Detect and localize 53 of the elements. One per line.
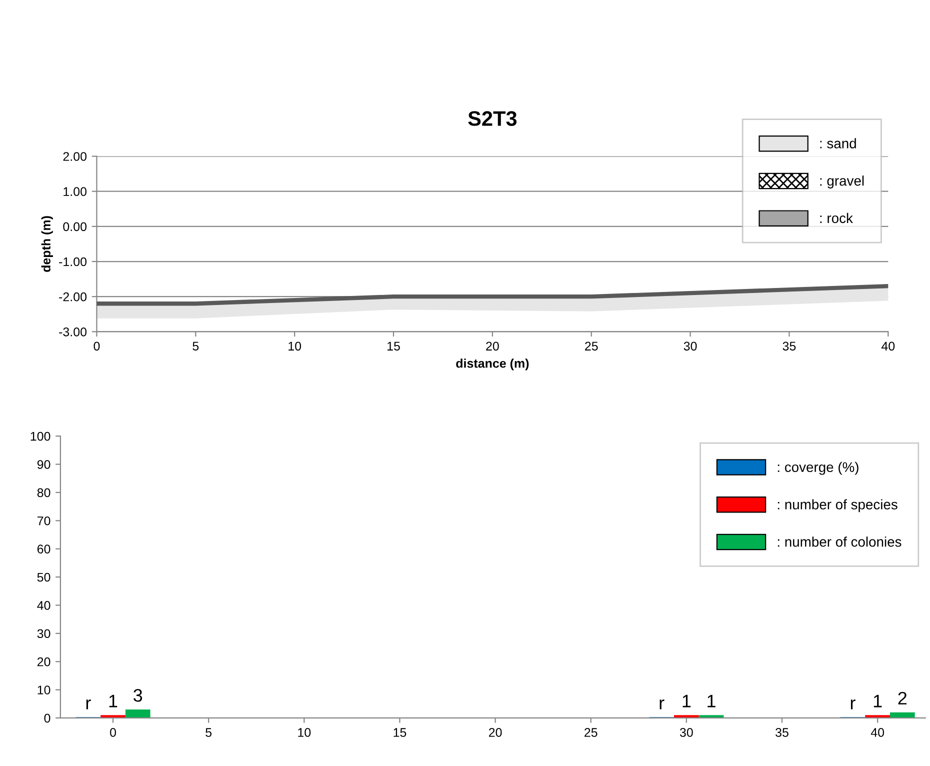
x-tick-label: 20 — [488, 728, 502, 737]
x-tick-label: 40 — [870, 728, 884, 737]
legend-label: : gravel — [820, 176, 864, 188]
y-tick-label: 0.00 — [63, 222, 87, 232]
y-tick-label: 2.00 — [63, 152, 87, 161]
y-tick-label: 70 — [37, 516, 50, 526]
x-tick-label: 0 — [94, 342, 100, 351]
x-axis-title: distance (m) — [456, 358, 529, 370]
x-tick-label: 40 — [881, 342, 895, 351]
y-tick-label: 30 — [37, 629, 50, 638]
legend-label: : coverge (%) — [778, 462, 858, 475]
x-tick-label: 20 — [486, 342, 499, 351]
data-label: r — [86, 699, 91, 710]
x-tick-label: 35 — [782, 342, 796, 351]
data-label: 1 — [708, 694, 716, 708]
y-tick-label: 60 — [37, 544, 50, 554]
y-tick-label: 100 — [30, 432, 50, 441]
data-label: 1 — [682, 694, 691, 708]
y-tick-label: 50 — [37, 572, 50, 582]
legend-label: : sand — [820, 138, 856, 148]
x-tick-label: 5 — [206, 728, 212, 737]
data-label: r — [660, 699, 664, 710]
legend-label: : number of species — [778, 499, 898, 512]
data-label: 1 — [109, 694, 118, 708]
y-tick-label: -2.00 — [59, 292, 87, 302]
x-tick-label: 0 — [110, 728, 116, 737]
x-tick-label: 15 — [394, 728, 406, 737]
x-tick-label: 15 — [388, 342, 400, 351]
y-tick-label: 90 — [37, 460, 50, 469]
x-tick-label: 35 — [776, 728, 788, 737]
data-label: r — [850, 699, 856, 710]
data-label: 3 — [134, 688, 142, 702]
y-tick-label: -3.00 — [59, 327, 87, 336]
x-tick-label: 30 — [684, 342, 697, 351]
y-tick-label: 10 — [38, 686, 50, 694]
y-tick-label: -1.00 — [59, 257, 87, 266]
y-tick-label: 40 — [37, 601, 50, 610]
y-axis-title: depth (m) — [41, 216, 53, 272]
x-tick-label: 30 — [680, 728, 693, 737]
legend-label: : number of colonies — [778, 536, 902, 547]
x-tick-label: 25 — [584, 728, 598, 737]
x-tick-label: 10 — [298, 728, 311, 737]
data-label: 1 — [874, 694, 882, 708]
legend-label: : rock — [820, 212, 853, 224]
y-tick-label: 80 — [37, 488, 50, 498]
x-tick-label: 10 — [288, 342, 302, 351]
y-tick-label: 0 — [44, 714, 50, 723]
y-tick-label: 20 — [37, 657, 50, 666]
x-tick-label: 5 — [192, 342, 199, 351]
x-tick-label: 25 — [585, 342, 598, 351]
data-label: 2 — [898, 692, 907, 704]
y-tick-label: 1.00 — [64, 187, 87, 196]
chart-title: S2T3 — [468, 111, 517, 126]
